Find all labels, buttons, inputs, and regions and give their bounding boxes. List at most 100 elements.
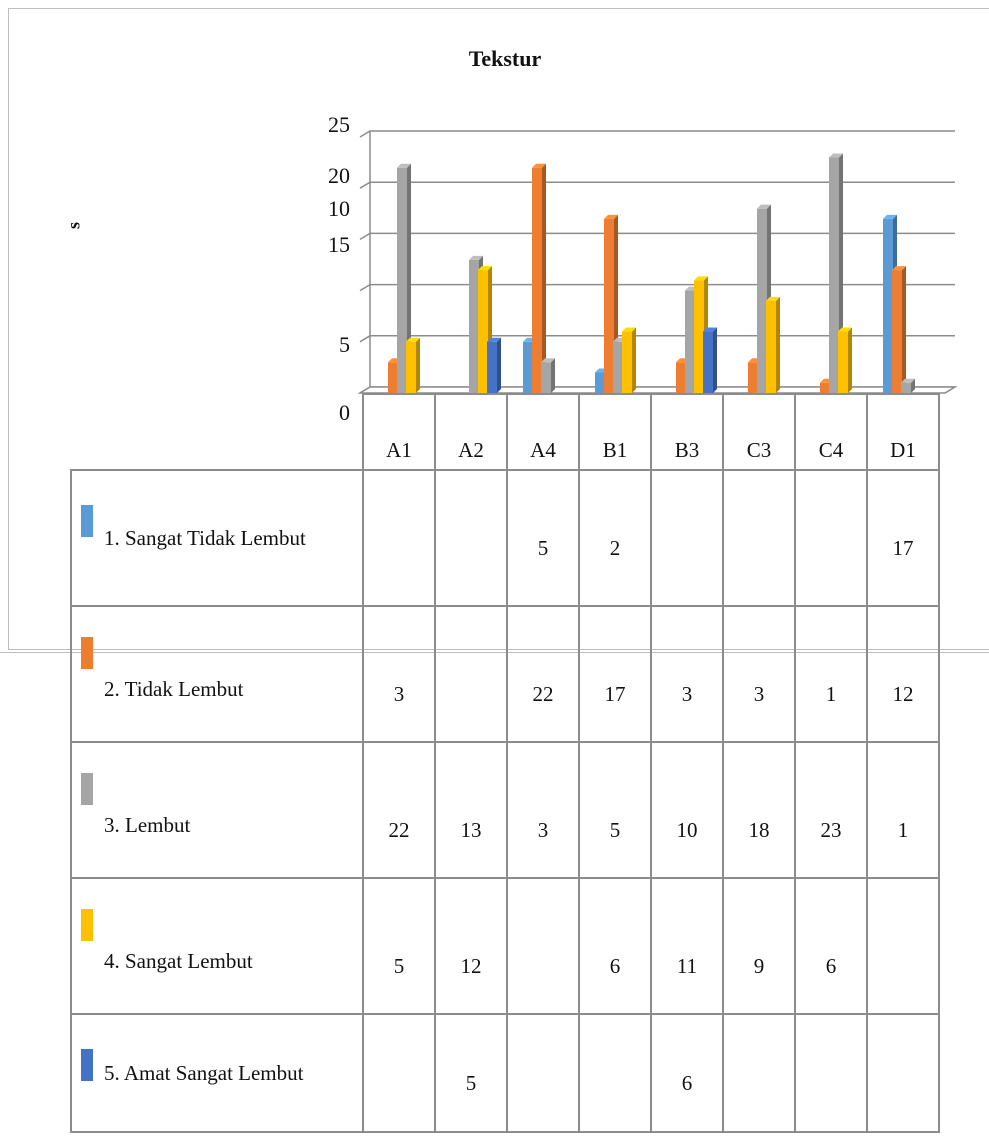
data-label: 22 <box>362 741 436 879</box>
bar <box>397 163 411 168</box>
data-label: 5 <box>506 469 580 607</box>
bar <box>478 270 488 393</box>
table-row: 3. Lembut 22 13 3 5 10 18 23 1 <box>70 741 940 879</box>
chart-title: Tekstur <box>468 46 542 71</box>
x-tick-label: A1 <box>362 393 436 471</box>
data-label <box>794 469 868 607</box>
x-tick-label: B1 <box>578 393 652 471</box>
bar <box>748 362 758 393</box>
data-label <box>722 1013 796 1133</box>
x-tick-label: C4 <box>794 393 868 471</box>
legend-entry: 3. Lembut <box>70 741 364 879</box>
bar <box>541 358 555 363</box>
bar <box>604 214 618 219</box>
data-label: 3 <box>722 605 796 743</box>
bar <box>829 153 843 158</box>
legend-key <box>81 909 93 941</box>
y-tick-label: 5 <box>339 332 350 357</box>
data-label <box>866 877 940 1015</box>
bar <box>766 300 776 393</box>
data-label: 12 <box>866 605 940 743</box>
data-label: 17 <box>866 469 940 607</box>
x-tick-label: A2 <box>434 393 508 471</box>
data-label: 6 <box>650 1013 724 1133</box>
bar <box>901 378 915 383</box>
data-label: 3 <box>362 605 436 743</box>
data-label: 6 <box>794 877 868 1015</box>
bar <box>829 157 839 393</box>
bar <box>883 214 897 219</box>
bar <box>469 259 479 393</box>
bar <box>901 382 911 393</box>
bar <box>542 163 546 393</box>
bar <box>388 362 398 393</box>
data-label: 10 <box>650 741 724 879</box>
data-label: 3 <box>650 605 724 743</box>
bar <box>757 208 767 393</box>
bar <box>703 327 717 332</box>
bar <box>694 280 704 393</box>
data-label: 13 <box>434 741 508 879</box>
table-row: 5. Amat Sangat Lembut 5 6 <box>70 1013 940 1133</box>
legend-entry: 1. Sangat Tidak Lembut <box>70 469 364 607</box>
bar <box>406 337 420 342</box>
bar <box>757 204 771 209</box>
data-table: A1 A2 A4 B1 B3 C3 C4 D1 1. Sangat Tidak Lembut 5 2… <box>70 393 940 1133</box>
bar <box>776 296 780 393</box>
x-tick-label: D1 <box>866 393 940 471</box>
bar <box>902 266 906 393</box>
bar <box>632 327 636 393</box>
legend-label: 2. Tidak Lembut <box>104 677 244 701</box>
y-tick-label: 25 <box>328 112 350 137</box>
data-label: 9 <box>722 877 796 1015</box>
data-label <box>506 1013 580 1133</box>
bar <box>892 266 906 271</box>
table-header-row: A1 A2 A4 B1 B3 C3 C4 D1 <box>71 393 940 471</box>
y-tick-label: 15 <box>328 232 350 257</box>
table-row: 2. Tidak Lembut 3 22 17 3 3 1 12 <box>70 605 940 743</box>
gridline <box>359 335 955 343</box>
data-label: 17 <box>578 605 652 743</box>
bar <box>848 327 852 393</box>
x-tick-label: B3 <box>650 393 724 471</box>
legend-entry: 4. Sangat Lembut <box>70 877 364 1015</box>
bar <box>397 167 407 393</box>
data-label <box>434 605 508 743</box>
gridline <box>359 283 955 292</box>
bar <box>613 341 623 393</box>
data-label <box>362 1013 436 1133</box>
bar <box>820 382 830 393</box>
bar <box>523 341 533 393</box>
bar <box>703 331 713 393</box>
bar <box>622 327 636 332</box>
legend-entry: 5. Amat Sangat Lembut <box>70 1013 364 1133</box>
bar <box>497 337 501 393</box>
table-row: 1. Sangat Tidak Lembut 5 2 17 <box>70 469 940 607</box>
legend-key <box>81 637 93 669</box>
data-label: 23 <box>794 741 868 879</box>
bar <box>676 362 686 393</box>
bar <box>487 341 497 393</box>
legend-key <box>81 505 93 537</box>
bar <box>694 276 708 281</box>
data-label <box>794 1013 868 1133</box>
data-label: 22 <box>506 605 580 743</box>
data-label: 2 <box>578 469 652 607</box>
bar <box>595 372 605 393</box>
data-label <box>866 1013 940 1133</box>
bar <box>604 218 614 393</box>
bar <box>883 218 893 393</box>
bar <box>416 337 420 393</box>
data-label: 12 <box>434 877 508 1015</box>
gridline <box>359 181 955 189</box>
bar <box>838 331 848 393</box>
bar <box>551 358 555 393</box>
bar <box>838 327 852 332</box>
data-label: 18 <box>722 741 796 879</box>
y-tick-label: 10 <box>328 196 350 221</box>
data-label: 11 <box>650 877 724 1015</box>
gridline <box>359 232 955 241</box>
table-corner <box>71 394 364 471</box>
bar <box>532 163 546 168</box>
legend-label: 1. Sangat Tidak Lembut <box>104 526 306 550</box>
